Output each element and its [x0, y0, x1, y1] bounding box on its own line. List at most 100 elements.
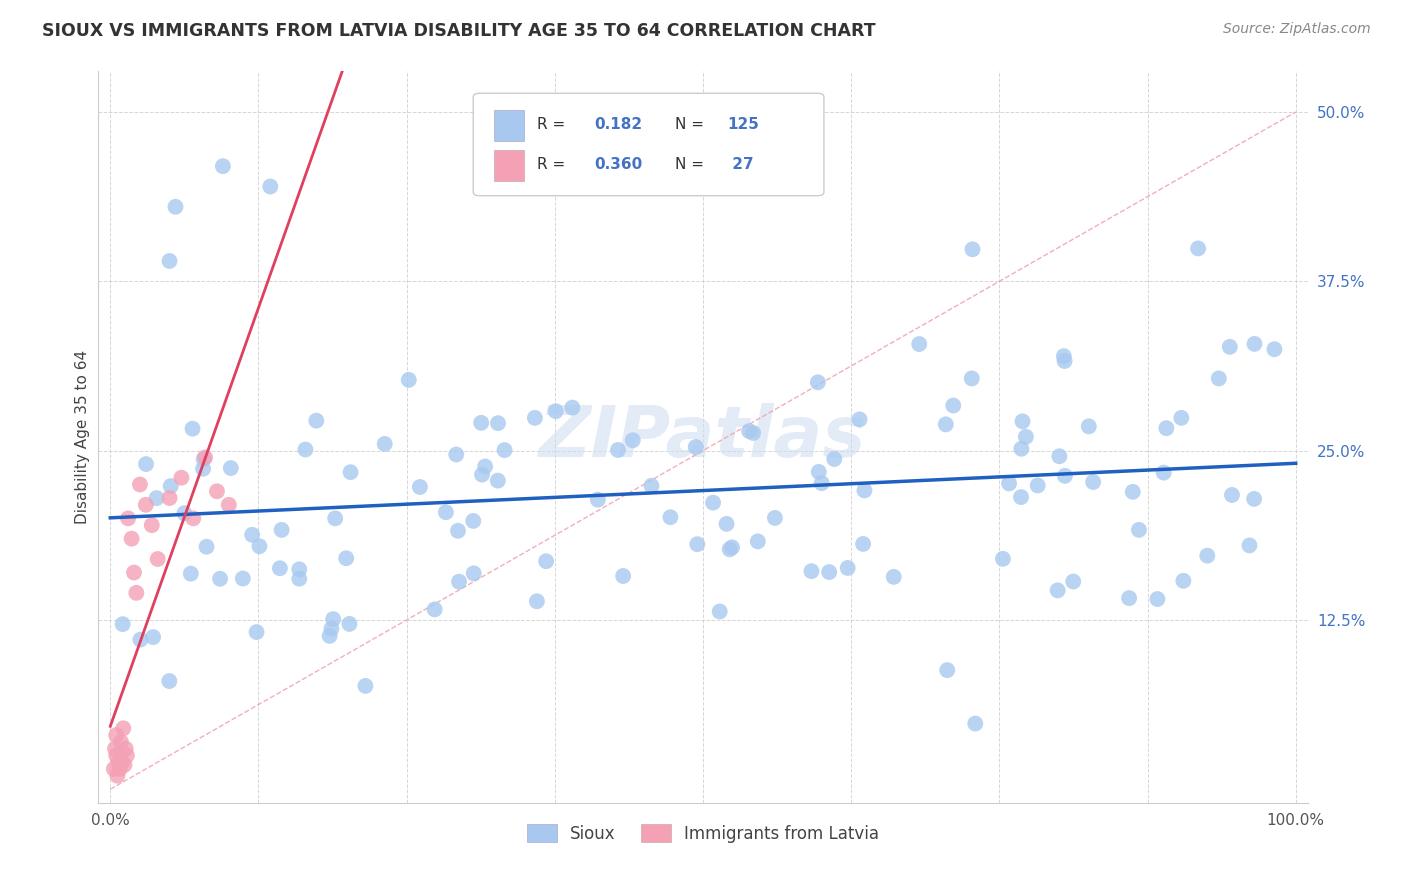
- Point: [173, 506, 195, 520]
- Point: [240, 528, 263, 542]
- Point: [232, 572, 254, 586]
- Point: [447, 524, 470, 538]
- Point: [470, 416, 492, 430]
- Point: [114, 757, 136, 772]
- Point: [659, 510, 682, 524]
- Text: N =: N =: [675, 117, 704, 132]
- Point: [111, 617, 134, 632]
- Point: [145, 491, 167, 505]
- Point: [586, 492, 609, 507]
- Point: [423, 602, 446, 616]
- Point: [165, 200, 187, 214]
- Point: [108, 762, 131, 776]
- Point: [288, 562, 311, 576]
- Legend: Sioux, Immigrants from Latvia: Sioux, Immigrants from Latvia: [520, 818, 886, 849]
- Point: [800, 564, 823, 578]
- Point: [607, 442, 630, 457]
- Point: [191, 462, 214, 476]
- Point: [105, 769, 128, 783]
- Point: [818, 565, 841, 579]
- Point: [486, 416, 509, 430]
- Point: [883, 570, 905, 584]
- Point: [474, 459, 496, 474]
- Point: [1173, 574, 1195, 588]
- Point: [107, 755, 129, 769]
- Text: N =: N =: [675, 158, 704, 172]
- Point: [318, 629, 340, 643]
- Point: [159, 491, 181, 505]
- Point: [742, 425, 765, 440]
- Point: [1053, 468, 1076, 483]
- Point: [141, 518, 163, 533]
- Point: [738, 424, 761, 438]
- Point: [747, 534, 769, 549]
- Point: [157, 674, 180, 689]
- Point: [544, 404, 567, 418]
- Point: [1219, 340, 1241, 354]
- Point: [209, 572, 232, 586]
- Text: SIOUX VS IMMIGRANTS FROM LATVIA DISABILITY AGE 35 TO 64 CORRELATION CHART: SIOUX VS IMMIGRANTS FROM LATVIA DISABILI…: [42, 22, 876, 40]
- Point: [523, 410, 546, 425]
- Point: [195, 540, 218, 554]
- Point: [716, 516, 738, 531]
- Point: [125, 586, 148, 600]
- Point: [463, 514, 485, 528]
- Point: [449, 574, 471, 589]
- Point: [1208, 371, 1230, 385]
- Point: [807, 376, 830, 390]
- FancyBboxPatch shape: [474, 94, 824, 195]
- Point: [181, 422, 204, 436]
- Point: [122, 566, 145, 580]
- Point: [193, 452, 215, 467]
- Y-axis label: Disability Age 35 to 64: Disability Age 35 to 64: [75, 350, 90, 524]
- Text: R =: R =: [537, 117, 565, 132]
- Point: [561, 401, 583, 415]
- Point: [1053, 354, 1076, 368]
- Point: [1077, 419, 1099, 434]
- Point: [374, 437, 396, 451]
- Point: [998, 476, 1021, 491]
- Point: [339, 616, 361, 631]
- Point: [335, 551, 357, 566]
- Point: [129, 632, 152, 647]
- Text: 125: 125: [727, 117, 759, 132]
- Point: [105, 748, 128, 763]
- Point: [269, 561, 291, 575]
- Text: R =: R =: [537, 158, 565, 172]
- Point: [1081, 475, 1104, 489]
- Point: [219, 461, 242, 475]
- Point: [259, 179, 281, 194]
- Point: [991, 551, 1014, 566]
- Point: [115, 748, 138, 763]
- Point: [142, 630, 165, 644]
- Point: [848, 412, 870, 426]
- Point: [354, 679, 377, 693]
- Point: [321, 622, 343, 636]
- Point: [965, 716, 987, 731]
- Text: ZIPatlas: ZIPatlas: [540, 402, 866, 472]
- Point: [218, 498, 240, 512]
- Point: [135, 498, 157, 512]
- Point: [194, 450, 217, 465]
- Point: [685, 440, 707, 454]
- Point: [1146, 592, 1168, 607]
- Text: 27: 27: [727, 158, 754, 172]
- Point: [1128, 523, 1150, 537]
- Point: [463, 566, 485, 581]
- Point: [709, 605, 731, 619]
- Point: [129, 477, 152, 491]
- Point: [1046, 583, 1069, 598]
- Point: [1243, 491, 1265, 506]
- Point: [471, 467, 494, 482]
- Point: [1153, 466, 1175, 480]
- Bar: [494, 151, 524, 181]
- Point: [534, 554, 557, 568]
- Point: [702, 495, 724, 509]
- Point: [1118, 591, 1140, 606]
- Point: [305, 414, 328, 428]
- Point: [1010, 442, 1032, 456]
- Point: [1062, 574, 1084, 589]
- Point: [486, 474, 509, 488]
- Point: [1026, 478, 1049, 492]
- Point: [494, 443, 516, 458]
